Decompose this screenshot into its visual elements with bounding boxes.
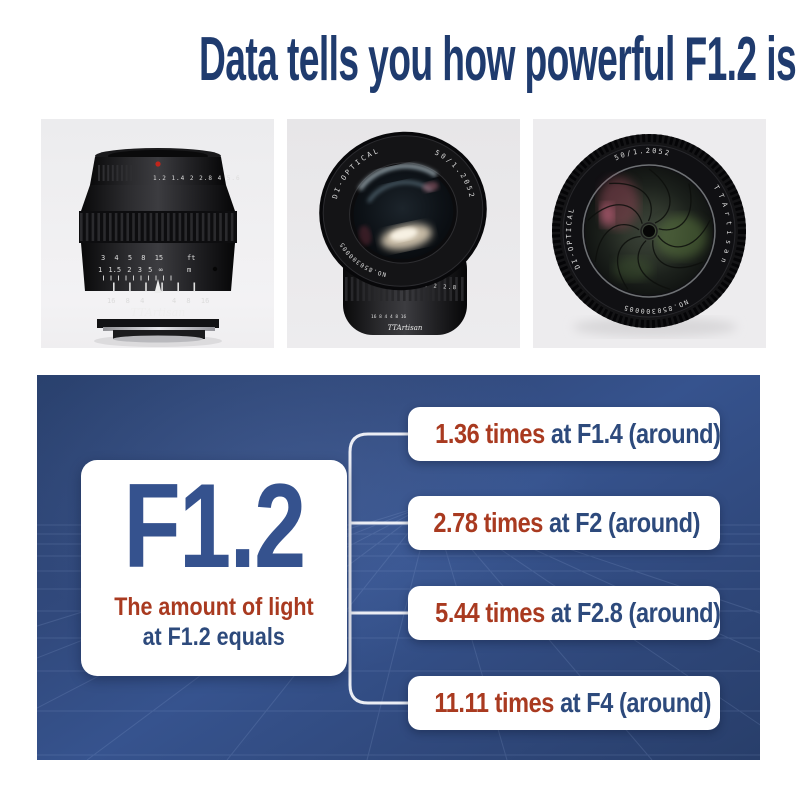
lens-top-illustration: 1.2 1.4 2 2.8 16 8 4 4 8 16 TTArtisan DI… xyxy=(287,119,520,348)
card-subtitle-line1: The amount of light xyxy=(114,593,314,621)
dof-index-mark xyxy=(154,279,162,293)
callout-condition: at F2 (around) xyxy=(542,507,700,538)
svg-text:16 8 4: 16 8 4 xyxy=(107,297,144,305)
callout-condition: at F2.8 (around) xyxy=(544,597,720,628)
callout-times-value: 5.44 times xyxy=(435,597,545,628)
lens-front-face: DI-OPTICAL 50/1.2052 NO.850300005 xyxy=(319,131,487,291)
callout-text: 2.78 times at F2 (around) xyxy=(433,496,700,550)
callout-times-value: 2.78 times xyxy=(433,507,543,538)
callout-f14: 1.36 times at F1.4 (around) xyxy=(408,407,720,461)
svg-text:m: m xyxy=(187,266,191,274)
glass-reflections xyxy=(357,163,439,250)
connector-lines xyxy=(348,432,410,705)
f12-value: F1.2 xyxy=(123,459,306,593)
page-title-text: Data tells you how powerful F1.2 is xyxy=(199,25,797,94)
distance-scale-engraving: 3 4 5 8 15 ft 1 1.5 2 3 5 ∞ m xyxy=(98,254,195,281)
callout-times-value: 1.36 times xyxy=(435,418,545,449)
aperture-center-hole xyxy=(643,225,655,237)
brand-engraving: TTArtisan xyxy=(131,306,186,319)
lens-photo-side-view: 1.2 1.4 2 2.8 4 5.6 3 4 5 8 15 ft 1 1.5 … xyxy=(41,119,274,348)
lens-screw xyxy=(212,266,218,272)
lens-body: 1.2 1.4 2 2.8 4 5.6 3 4 5 8 15 ft 1 1.5 … xyxy=(79,148,241,343)
callout-condition: at F1.4 (around) xyxy=(544,418,720,449)
svg-text:1 1.5 2 3 5 ∞: 1 1.5 2 3 5 ∞ xyxy=(98,266,163,274)
svg-text:4 8 16: 4 8 16 xyxy=(172,297,209,305)
callout-f4: 11.11 times at F4 (around) xyxy=(408,676,720,730)
lens-front-illustration: 50/1.2052 TTArtisan NO.850300005 DI-OPTI… xyxy=(533,119,766,348)
aperture-index-dot xyxy=(155,161,161,167)
svg-text:3 4 5 8 15: 3 4 5 8 15 xyxy=(101,254,163,262)
callout-text: 11.11 times at F4 (around) xyxy=(434,676,711,730)
lens-photo-front-view: 50/1.2052 TTArtisan NO.850300005 DI-OPTI… xyxy=(533,119,766,348)
aperture-blades xyxy=(587,168,711,290)
inner-silver-rim xyxy=(582,164,716,298)
callout-f2: 2.78 times at F2 (around) xyxy=(408,496,720,550)
card-subtitle-line2: at F1.2 equals xyxy=(142,623,286,651)
callout-text: 1.36 times at F1.4 (around) xyxy=(435,407,720,461)
lens-front-face: 50/1.2052 TTArtisan NO.850300005 DI-OPTI… xyxy=(552,134,746,328)
infographic-panel: F1.2 The amount of light at F1.2 equals … xyxy=(37,375,760,760)
glass-reflections xyxy=(599,177,707,281)
dof-scale-engraving: 16 8 4 4 8 16 xyxy=(107,279,209,305)
dof-scale-engraving: 16 8 4 4 8 16 xyxy=(371,314,407,320)
brand-engraving: TTArtisan xyxy=(388,324,423,332)
f12-card: F1.2 The amount of light at F1.2 equals xyxy=(81,460,347,676)
outer-knurl-ring xyxy=(552,134,746,328)
callout-text: 5.44 times at F2.8 (around) xyxy=(435,586,720,640)
callout-times-value: 11.11 times xyxy=(434,687,554,718)
aperture-scale-engraving: 1.2 1.4 2 2.8 4 5.6 xyxy=(153,175,241,182)
lens-photo-top-view: 1.2 1.4 2 2.8 16 8 4 4 8 16 TTArtisan DI… xyxy=(287,119,520,348)
mount-silver-ring xyxy=(103,327,215,331)
callout-condition: at F4 (around) xyxy=(553,687,712,718)
page-title: Data tells you how powerful F1.2 is xyxy=(0,24,800,96)
lens-side-illustration: 1.2 1.4 2 2.8 4 5.6 3 4 5 8 15 ft 1 1.5 … xyxy=(41,119,274,348)
svg-text:ft: ft xyxy=(187,254,195,262)
callout-f28: 5.44 times at F2.8 (around) xyxy=(408,586,720,640)
